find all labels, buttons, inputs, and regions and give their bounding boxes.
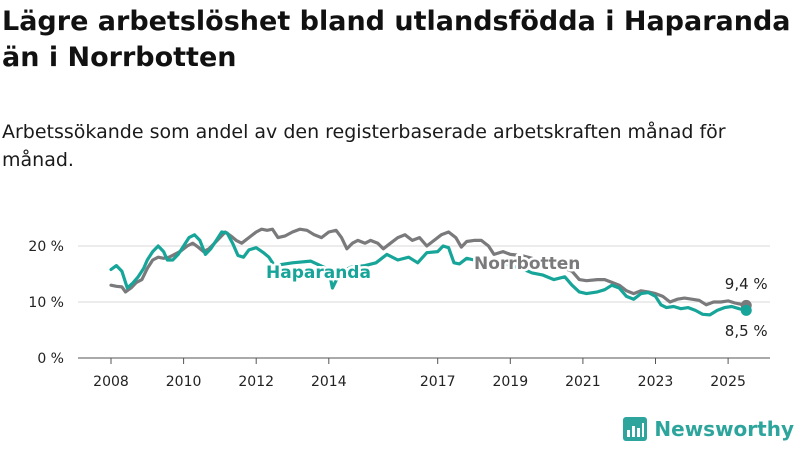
brand-logo: Newsworthy [622,416,794,442]
y-tick-label: 20 % [28,239,64,255]
y-tick-label: 0 % [37,351,64,367]
x-tick-label: 2017 [420,374,456,390]
end-label-haparanda: 8,5 % [725,322,768,340]
end-label-norrbotten: 9,4 % [725,275,768,293]
x-tick-label: 2014 [311,374,347,390]
series-label-norrbotten: Norrbotten [474,254,580,274]
x-tick-label: 2012 [238,374,274,390]
x-tick-label: 2021 [565,374,601,390]
chart-title: Lägre arbetslöshet bland utlandsfödda i … [2,6,791,73]
series-line-norrbotten [109,227,748,307]
end-point-haparanda [740,304,752,316]
gridlines [78,245,770,303]
brand-name: Newsworthy [654,417,794,441]
x-tick-label: 2023 [638,374,674,390]
series-labels: Haparanda Norrbotten 9,4 % 8,5 % [264,252,768,341]
chart-subtitle: Arbetssökande som andel av den registerb… [2,121,726,171]
x-tick-label: 2019 [492,374,528,390]
x-tick-label: 2008 [93,374,129,390]
series-line-haparanda [109,230,748,317]
series-lines [109,227,752,317]
newsworthy-logo-icon [623,417,648,441]
x-tick-label: 2010 [166,374,202,390]
x-tick-label: 2025 [710,374,746,390]
series-label-haparanda: Haparanda [266,263,371,283]
y-tick-label: 10 % [28,295,64,311]
axes: 0 % 10 % 20 % 2008 2010 2012 2014 2017 2019 2021 2… [28,239,770,390]
